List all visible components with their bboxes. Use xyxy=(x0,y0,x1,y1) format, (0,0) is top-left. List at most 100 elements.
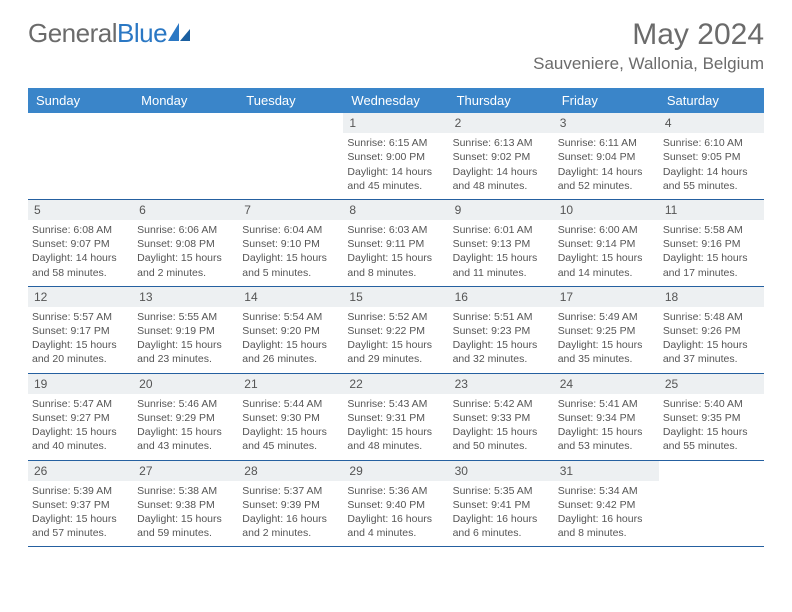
sunset-text: Sunset: 9:14 PM xyxy=(558,237,655,251)
calendar-day: 26Sunrise: 5:39 AMSunset: 9:37 PMDayligh… xyxy=(28,461,133,547)
weekday-header: Sunday xyxy=(28,88,133,113)
sunset-text: Sunset: 9:41 PM xyxy=(453,498,550,512)
day-number: 2 xyxy=(449,113,554,133)
sunset-text: Sunset: 9:19 PM xyxy=(137,324,234,338)
weekday-header-row: SundayMondayTuesdayWednesdayThursdayFrid… xyxy=(28,88,764,113)
header: GeneralBlue May 2024 Sauveniere, Walloni… xyxy=(28,18,764,74)
daylight-text: Daylight: 15 hours and 53 minutes. xyxy=(558,425,655,453)
calendar-day: 25Sunrise: 5:40 AMSunset: 9:35 PMDayligh… xyxy=(659,374,764,460)
sunrise-text: Sunrise: 5:36 AM xyxy=(347,484,444,498)
sunset-text: Sunset: 9:16 PM xyxy=(663,237,760,251)
brand-logo: GeneralBlue xyxy=(28,18,192,49)
day-number: 27 xyxy=(133,461,238,481)
day-number: 20 xyxy=(133,374,238,394)
sunrise-text: Sunrise: 5:44 AM xyxy=(242,397,339,411)
weekday-header: Monday xyxy=(133,88,238,113)
sunrise-text: Sunrise: 6:10 AM xyxy=(663,136,760,150)
daylight-text: Daylight: 15 hours and 37 minutes. xyxy=(663,338,760,366)
calendar-page: GeneralBlue May 2024 Sauveniere, Walloni… xyxy=(0,0,792,557)
weekday-header: Friday xyxy=(554,88,659,113)
sunset-text: Sunset: 9:40 PM xyxy=(347,498,444,512)
calendar-week-row: 19Sunrise: 5:47 AMSunset: 9:27 PMDayligh… xyxy=(28,374,764,461)
day-number: 14 xyxy=(238,287,343,307)
calendar-day: 2Sunrise: 6:13 AMSunset: 9:02 PMDaylight… xyxy=(449,113,554,199)
calendar-day: 23Sunrise: 5:42 AMSunset: 9:33 PMDayligh… xyxy=(449,374,554,460)
daylight-text: Daylight: 15 hours and 40 minutes. xyxy=(32,425,129,453)
sunrise-text: Sunrise: 5:42 AM xyxy=(453,397,550,411)
calendar-day: 8Sunrise: 6:03 AMSunset: 9:11 PMDaylight… xyxy=(343,200,448,286)
calendar-day: 29Sunrise: 5:36 AMSunset: 9:40 PMDayligh… xyxy=(343,461,448,547)
daylight-text: Daylight: 15 hours and 57 minutes. xyxy=(32,512,129,540)
calendar-day: 6Sunrise: 6:06 AMSunset: 9:08 PMDaylight… xyxy=(133,200,238,286)
calendar-grid: SundayMondayTuesdayWednesdayThursdayFrid… xyxy=(28,88,764,547)
sunset-text: Sunset: 9:05 PM xyxy=(663,150,760,164)
calendar-day: 20Sunrise: 5:46 AMSunset: 9:29 PMDayligh… xyxy=(133,374,238,460)
daylight-text: Daylight: 15 hours and 26 minutes. xyxy=(242,338,339,366)
daylight-text: Daylight: 15 hours and 35 minutes. xyxy=(558,338,655,366)
day-number: 5 xyxy=(28,200,133,220)
brand-name: GeneralBlue xyxy=(28,18,167,49)
calendar-day: 12Sunrise: 5:57 AMSunset: 9:17 PMDayligh… xyxy=(28,287,133,373)
sunset-text: Sunset: 9:20 PM xyxy=(242,324,339,338)
sunrise-text: Sunrise: 5:58 AM xyxy=(663,223,760,237)
sunrise-text: Sunrise: 5:57 AM xyxy=(32,310,129,324)
sunset-text: Sunset: 9:35 PM xyxy=(663,411,760,425)
day-number: 11 xyxy=(659,200,764,220)
day-number: 31 xyxy=(554,461,659,481)
sunrise-text: Sunrise: 5:55 AM xyxy=(137,310,234,324)
daylight-text: Daylight: 14 hours and 45 minutes. xyxy=(347,165,444,193)
calendar-day: 1Sunrise: 6:15 AMSunset: 9:00 PMDaylight… xyxy=(343,113,448,199)
sunrise-text: Sunrise: 5:34 AM xyxy=(558,484,655,498)
sunset-text: Sunset: 9:00 PM xyxy=(347,150,444,164)
month-title: May 2024 xyxy=(533,18,764,52)
sunrise-text: Sunrise: 6:06 AM xyxy=(137,223,234,237)
weekday-header: Wednesday xyxy=(343,88,448,113)
sunset-text: Sunset: 9:07 PM xyxy=(32,237,129,251)
sunrise-text: Sunrise: 5:38 AM xyxy=(137,484,234,498)
sunset-text: Sunset: 9:04 PM xyxy=(558,150,655,164)
day-number: 19 xyxy=(28,374,133,394)
daylight-text: Daylight: 15 hours and 29 minutes. xyxy=(347,338,444,366)
calendar-week-row: 26Sunrise: 5:39 AMSunset: 9:37 PMDayligh… xyxy=(28,461,764,548)
day-number: 8 xyxy=(343,200,448,220)
calendar-day: 16Sunrise: 5:51 AMSunset: 9:23 PMDayligh… xyxy=(449,287,554,373)
sunrise-text: Sunrise: 5:51 AM xyxy=(453,310,550,324)
sail-icon xyxy=(166,21,192,48)
daylight-text: Daylight: 15 hours and 20 minutes. xyxy=(32,338,129,366)
sunrise-text: Sunrise: 6:04 AM xyxy=(242,223,339,237)
sunrise-text: Sunrise: 5:41 AM xyxy=(558,397,655,411)
sunrise-text: Sunrise: 5:54 AM xyxy=(242,310,339,324)
sunset-text: Sunset: 9:33 PM xyxy=(453,411,550,425)
daylight-text: Daylight: 15 hours and 23 minutes. xyxy=(137,338,234,366)
calendar-day: 19Sunrise: 5:47 AMSunset: 9:27 PMDayligh… xyxy=(28,374,133,460)
daylight-text: Daylight: 15 hours and 48 minutes. xyxy=(347,425,444,453)
daylight-text: Daylight: 15 hours and 32 minutes. xyxy=(453,338,550,366)
calendar-week-row: ...1Sunrise: 6:15 AMSunset: 9:00 PMDayli… xyxy=(28,113,764,200)
sunrise-text: Sunrise: 5:37 AM xyxy=(242,484,339,498)
calendar-day-empty: . xyxy=(133,113,238,199)
daylight-text: Daylight: 16 hours and 6 minutes. xyxy=(453,512,550,540)
calendar-day: 5Sunrise: 6:08 AMSunset: 9:07 PMDaylight… xyxy=(28,200,133,286)
day-number: 29 xyxy=(343,461,448,481)
calendar-day: 3Sunrise: 6:11 AMSunset: 9:04 PMDaylight… xyxy=(554,113,659,199)
calendar-day: 9Sunrise: 6:01 AMSunset: 9:13 PMDaylight… xyxy=(449,200,554,286)
sunset-text: Sunset: 9:25 PM xyxy=(558,324,655,338)
sunset-text: Sunset: 9:34 PM xyxy=(558,411,655,425)
daylight-text: Daylight: 15 hours and 14 minutes. xyxy=(558,251,655,279)
sunset-text: Sunset: 9:30 PM xyxy=(242,411,339,425)
calendar-day: 27Sunrise: 5:38 AMSunset: 9:38 PMDayligh… xyxy=(133,461,238,547)
sunrise-text: Sunrise: 6:00 AM xyxy=(558,223,655,237)
daylight-text: Daylight: 15 hours and 50 minutes. xyxy=(453,425,550,453)
day-number: 25 xyxy=(659,374,764,394)
weekday-header: Thursday xyxy=(449,88,554,113)
daylight-text: Daylight: 14 hours and 58 minutes. xyxy=(32,251,129,279)
calendar-day: 10Sunrise: 6:00 AMSunset: 9:14 PMDayligh… xyxy=(554,200,659,286)
daylight-text: Daylight: 14 hours and 48 minutes. xyxy=(453,165,550,193)
day-number: 6 xyxy=(133,200,238,220)
calendar-day: 11Sunrise: 5:58 AMSunset: 9:16 PMDayligh… xyxy=(659,200,764,286)
sunset-text: Sunset: 9:10 PM xyxy=(242,237,339,251)
calendar-day: 13Sunrise: 5:55 AMSunset: 9:19 PMDayligh… xyxy=(133,287,238,373)
calendar-day: 24 Sunrise: 5:41 AMSunset: 9:34 PMDayligh… xyxy=(554,374,659,460)
sunrise-text: Sunrise: 5:49 AM xyxy=(558,310,655,324)
day-number: 24 xyxy=(554,374,659,394)
